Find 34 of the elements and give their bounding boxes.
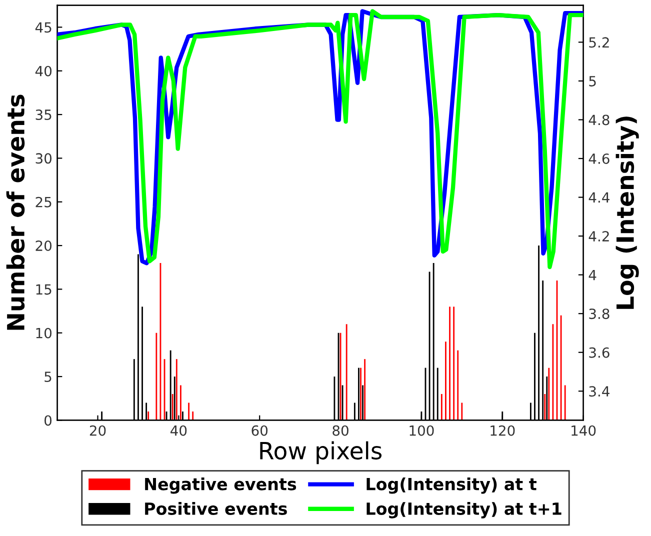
y2-tick-label: 4: [588, 270, 596, 280]
x-tick-label: 80: [332, 425, 348, 436]
x-tick-label: 100: [410, 425, 434, 436]
legend-label: Negative events: [145, 477, 296, 494]
y2-tick-label: 4.6: [588, 153, 610, 164]
legend-label: Log(Intensity) at t+1: [366, 502, 562, 518]
x-tick-label: 120: [490, 425, 515, 436]
y2-tick-label: 3.6: [589, 347, 610, 358]
y-axis-title: Number of events: [6, 94, 25, 330]
y-tick-label: 20: [36, 240, 52, 252]
y-tick-label: 0: [44, 415, 52, 426]
x-tick-label: 140: [572, 425, 596, 436]
legend-label: Log(Intensity) at t: [366, 477, 537, 494]
y2-tick-label: 5: [589, 76, 596, 86]
y-tick-label: 15: [36, 284, 52, 295]
legend-label: Positive events: [145, 502, 287, 515]
y-tick-label: 10: [36, 328, 52, 338]
y2-tick-label: 3.4: [589, 386, 610, 397]
y2-tick-label: 4.4: [588, 192, 610, 203]
y2-tick-label: 5.2: [589, 37, 609, 48]
y2-tick-label: 4.8: [588, 114, 610, 126]
y-tick-label: 30: [36, 153, 52, 164]
y-tick-label: 5: [44, 372, 52, 382]
y2-tick-label: 4.2: [588, 231, 609, 242]
x-tick-label: 20: [90, 425, 106, 436]
x-tick-label: 60: [252, 425, 268, 436]
y-tick-label: 40: [35, 66, 52, 76]
y-tick-label: 45: [35, 22, 52, 33]
y-tick-label: 25: [36, 196, 52, 208]
y-tick-label: 35: [36, 110, 52, 120]
x-axis-title: Row pixels: [260, 441, 382, 464]
y2-tick-label: 3.8: [589, 308, 610, 320]
y2-axis-title: Log (Intensity): [616, 116, 639, 309]
x-tick-label: 40: [170, 425, 187, 436]
